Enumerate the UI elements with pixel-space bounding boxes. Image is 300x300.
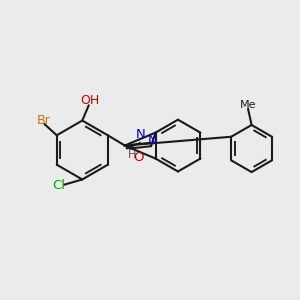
- Text: Cl: Cl: [52, 179, 65, 192]
- Text: O: O: [134, 151, 144, 164]
- Text: Me: Me: [240, 100, 256, 110]
- Text: N: N: [148, 134, 158, 147]
- Text: Br: Br: [37, 114, 51, 127]
- Text: H: H: [128, 150, 136, 160]
- Text: N: N: [136, 128, 145, 141]
- Text: OH: OH: [80, 94, 99, 107]
